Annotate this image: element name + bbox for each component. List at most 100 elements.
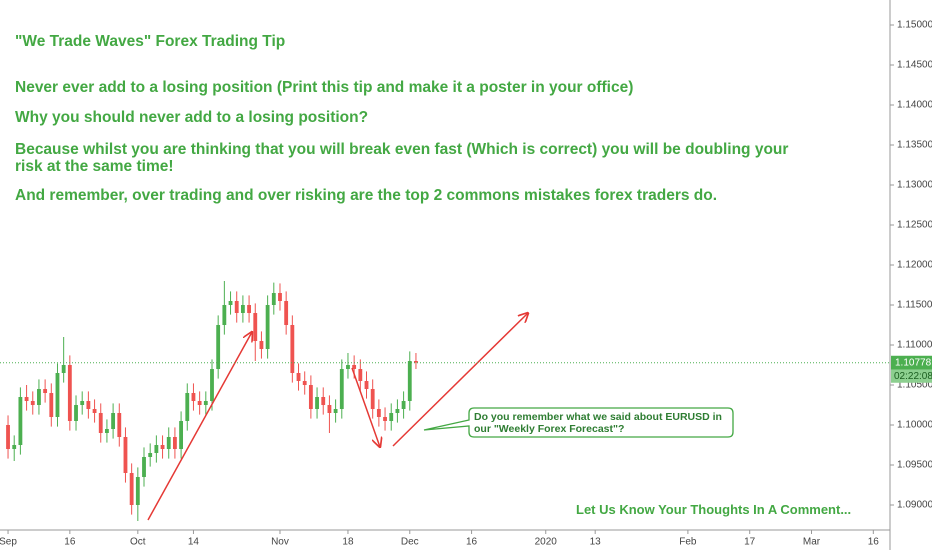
x-tick-label: Dec — [401, 537, 419, 548]
candle-body — [12, 445, 17, 449]
y-tick-label: 1.09500 — [897, 460, 932, 471]
candle-body — [247, 305, 251, 313]
candle-body — [43, 389, 48, 393]
y-tick-label: 1.14500 — [897, 60, 932, 71]
arrow — [147, 332, 252, 521]
candle-body — [302, 381, 307, 385]
candle-body — [407, 361, 412, 401]
candle-body — [253, 313, 258, 341]
y-tick-label: 1.12000 — [897, 260, 932, 271]
note: Never ever add to a losing position (Pri… — [15, 79, 634, 96]
candle-body — [37, 389, 41, 405]
candle-body — [210, 369, 214, 401]
candle-body — [154, 445, 159, 453]
x-tick-label: Sep — [0, 537, 17, 548]
candle-body — [352, 365, 357, 369]
countdown-label: 02:22:08 — [894, 371, 932, 382]
candle-body — [67, 365, 72, 421]
candle-body — [228, 301, 233, 305]
x-tick-label: 14 — [188, 537, 200, 548]
candle-body — [129, 473, 134, 505]
x-tick-label: Oct — [130, 537, 146, 548]
candle-body — [111, 413, 116, 429]
candle-body — [327, 405, 332, 413]
candle-body — [80, 401, 85, 405]
footer: Let Us Know Your Thoughts In A Comment..… — [576, 502, 852, 517]
candle-body — [265, 305, 270, 349]
candle-body — [172, 437, 177, 449]
x-tick-label: Feb — [679, 537, 697, 548]
title: "We Trade Waves" Forex Trading Tip — [15, 33, 286, 50]
candle-body — [179, 421, 184, 449]
arrow — [351, 367, 380, 447]
candle-body — [123, 437, 128, 473]
x-tick-label: Mar — [803, 537, 821, 548]
y-tick-label: 1.10000 — [897, 420, 932, 431]
candle-body — [105, 429, 109, 433]
candle-body — [148, 453, 153, 457]
candle-body — [358, 369, 363, 381]
note: Because whilst you are thinking that you… — [15, 141, 789, 175]
x-tick-label: 13 — [590, 537, 602, 548]
candle-body — [24, 397, 29, 401]
countdown-box — [891, 369, 932, 383]
candle-body — [376, 409, 381, 417]
x-tick-label: 17 — [744, 537, 756, 548]
candle-body — [333, 409, 338, 413]
y-tick-label: 1.13500 — [897, 140, 932, 151]
candle-body — [315, 397, 319, 409]
x-tick-label: 16 — [466, 537, 478, 548]
callout-text: Do you remember what we said about EURUS… — [474, 411, 722, 435]
candle-body — [284, 301, 289, 325]
y-tick-label: 1.13000 — [897, 180, 932, 191]
candle-body — [414, 361, 418, 363]
candle-body — [259, 341, 264, 349]
x-tick-label: 18 — [342, 537, 354, 548]
annotation-arrows — [147, 313, 528, 521]
candle-body — [160, 445, 165, 449]
candle-body — [240, 305, 245, 313]
candle-body — [185, 393, 190, 421]
candle-body — [98, 413, 103, 433]
candle-body — [74, 405, 78, 421]
candle-body — [117, 413, 122, 437]
candle-body — [290, 325, 295, 373]
candle-body — [339, 369, 344, 409]
y-tick-label: 1.11000 — [897, 340, 932, 351]
candle-body — [18, 397, 23, 445]
candle-body — [55, 373, 60, 417]
candle-body — [92, 409, 97, 413]
callout-box — [423, 407, 734, 438]
candle-body — [401, 401, 406, 409]
candle-body — [389, 413, 394, 421]
candle-body — [86, 401, 91, 409]
candle-body — [370, 389, 375, 409]
candle-body — [61, 365, 66, 373]
candle-body — [296, 373, 301, 381]
y-tick-label: 1.15000 — [897, 20, 932, 31]
candle-body — [271, 293, 276, 305]
x-tick-label: 16 — [868, 537, 880, 548]
y-tick-label: 1.14000 — [897, 100, 932, 111]
candle-body — [395, 409, 400, 413]
candle-body — [222, 305, 227, 325]
candle-body — [142, 457, 146, 477]
candle-body — [383, 417, 387, 421]
candle-body — [49, 393, 54, 417]
x-tick-label: 2020 — [535, 537, 558, 548]
y-tick-label: 1.09000 — [897, 500, 932, 511]
candle-body — [278, 293, 282, 301]
y-tick-label: 1.10500 — [897, 380, 932, 391]
candle-body — [30, 401, 35, 405]
y-tick-label: 1.11500 — [897, 300, 932, 311]
candle-body — [166, 437, 171, 449]
candle-body — [234, 301, 239, 313]
y-tick-label: 1.12500 — [897, 220, 932, 231]
candle-body — [197, 401, 202, 405]
candle-body — [191, 393, 196, 401]
candle-body — [321, 397, 326, 405]
arrow — [392, 313, 528, 447]
note: And remember, over trading and over risk… — [15, 187, 718, 204]
